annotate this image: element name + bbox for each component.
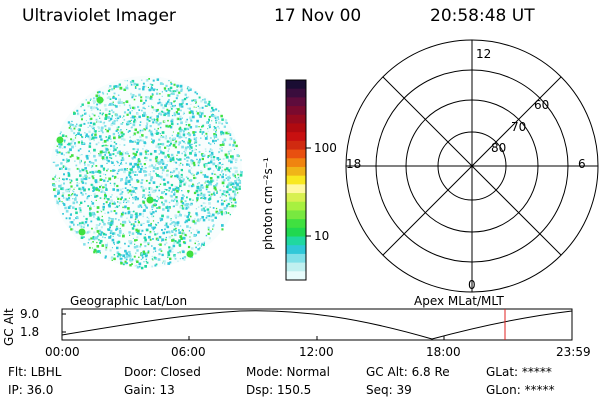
mlt-label-18: 18 xyxy=(346,157,362,171)
colorbar-cell xyxy=(286,236,306,246)
colorbar-cell xyxy=(286,106,306,116)
colorbar-cell xyxy=(286,227,306,238)
colorbar-cell xyxy=(286,123,306,133)
mlt-label-6: 6 xyxy=(578,157,586,171)
ip-info: IP: 36.0 xyxy=(8,383,54,397)
x-tick-label-1800: 18:00 xyxy=(426,345,461,359)
x-tick-label-0000: 00:00 xyxy=(45,345,80,359)
imager-disk xyxy=(50,76,243,270)
colorbar-cell xyxy=(286,132,306,142)
colorbar-label-10: 10 xyxy=(314,229,330,243)
colorbar-cell xyxy=(286,88,306,98)
gc-alt-info: GC Alt: 6.8 Re xyxy=(366,365,450,379)
disk-speckles xyxy=(52,78,243,270)
filter-info: Flt: LBHL xyxy=(8,365,62,379)
x-tick-label-1200: 12:00 xyxy=(299,345,334,359)
colorbar-cell xyxy=(286,184,306,194)
timeline-y-label: GC Alt xyxy=(2,308,16,346)
colorbar-cell xyxy=(286,193,306,203)
polar-diagonal-2 xyxy=(382,76,562,256)
lat-label-80: 80 xyxy=(491,141,507,155)
colorbar-cell xyxy=(286,97,306,107)
mode-info: Mode: Normal xyxy=(246,365,330,379)
colorbar-cell xyxy=(286,219,306,229)
altitude-timeline xyxy=(61,308,573,341)
colorbar-label-100: 100 xyxy=(314,141,337,155)
mlt-label-12: 12 xyxy=(476,47,492,61)
colorbar-cell xyxy=(286,114,306,124)
timeline-left-title: Geographic Lat/Lon xyxy=(70,294,188,308)
colorbar-cell xyxy=(286,80,306,90)
x-tick-label-2359: 23:59 xyxy=(556,345,591,359)
y-tick-label-high: 9.0 xyxy=(20,307,40,321)
colorbar xyxy=(285,79,311,281)
y-tick-label-low: 1.8 xyxy=(20,325,40,339)
lat-label-70: 70 xyxy=(511,120,527,134)
colorbar-cell xyxy=(286,201,306,211)
colorbar-cell xyxy=(286,140,306,151)
door-info: Door: Closed xyxy=(124,365,201,379)
colorbar-cell xyxy=(286,271,306,281)
colorbar-cell xyxy=(286,210,306,220)
instrument-title: Ultraviolet Imager xyxy=(22,6,176,26)
glat-info: GLat: ***** xyxy=(486,365,552,379)
lat-label-60: 60 xyxy=(534,98,550,112)
colorbar-cell xyxy=(286,158,306,168)
polar-grid xyxy=(345,39,599,293)
colorbar-cell xyxy=(286,253,306,264)
date-label: 17 Nov 00 xyxy=(274,6,362,26)
time-label: 20:58:48 UT xyxy=(430,6,535,26)
colorbar-cell xyxy=(286,175,306,185)
mlt-label-0: 0 xyxy=(468,278,476,292)
colorbar-frame xyxy=(285,79,307,281)
gain-info: Gain: 13 xyxy=(124,383,175,397)
colorbar-cell xyxy=(286,262,306,272)
timeline-right-title: Apex MLat/MLT xyxy=(414,294,504,308)
colorbar-cell xyxy=(286,166,306,177)
dsp-info: Dsp: 150.5 xyxy=(246,383,312,397)
colorbar-cell xyxy=(286,245,306,255)
colorbar-units: photon cm⁻²s⁻¹ xyxy=(261,157,275,250)
glon-info: GLon: ***** xyxy=(486,383,555,397)
seq-info: Seq: 39 xyxy=(366,383,412,397)
timeline-frame xyxy=(61,308,573,341)
x-tick-label-0600: 06:00 xyxy=(171,345,206,359)
colorbar-cell xyxy=(286,149,306,159)
altitude-curve xyxy=(61,310,573,340)
